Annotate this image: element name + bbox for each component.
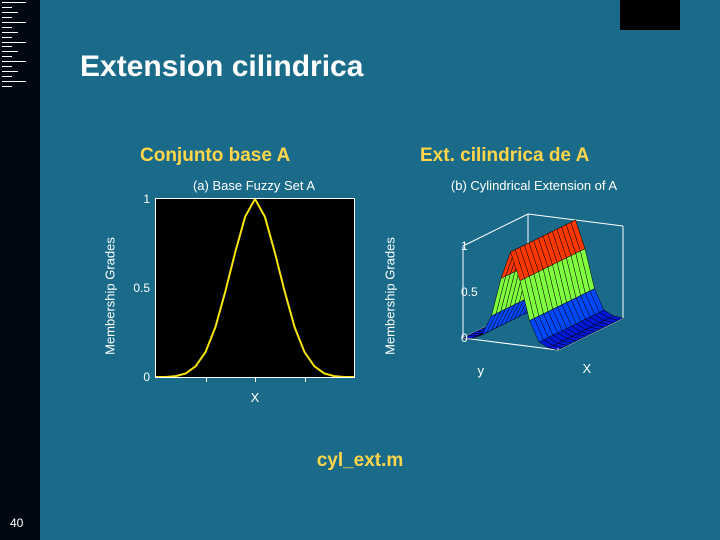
chart-a-ytick: 0	[143, 370, 156, 384]
chart-b-title: (b) Cylindrical Extension of A	[451, 178, 617, 193]
chart-b-ylabel: y	[478, 363, 485, 378]
slide: Extension cilindrica Conjunto base A Ext…	[0, 0, 720, 540]
chart-a-xlabel: X	[251, 390, 260, 405]
chart-row: Membership Grades (a) Base Fuzzy Set A X…	[100, 178, 660, 413]
slide-title: Extension cilindrica	[80, 50, 363, 84]
chart-a-ytick: 1	[143, 192, 156, 206]
chart-a-ylabel: Membership Grades	[103, 237, 118, 355]
footer-file: cyl_ext.m	[317, 450, 404, 472]
chart-a-ytick: 0.5	[133, 281, 156, 295]
chart-a-plot: X 00.51	[155, 198, 355, 378]
chart-a-title: (a) Base Fuzzy Set A	[193, 178, 315, 193]
subtitle-right: Ext. cilindrica de A	[420, 145, 589, 167]
chart-b-zlabel: Membership Grades	[383, 237, 398, 355]
chart-b-plot: 0 0.5 1 y X	[435, 198, 635, 378]
slide-number: 40	[10, 516, 23, 530]
chart-b-ztick: 0.5	[461, 285, 465, 299]
ruler-icon	[2, 2, 28, 88]
chart-b-ztick: 1	[461, 239, 465, 253]
subtitle-left: Conjunto base A	[140, 145, 290, 167]
chart-b-cell: Membership Grades (b) Cylindrical Extens…	[380, 178, 660, 413]
chart-a-cell: Membership Grades (a) Base Fuzzy Set A X…	[100, 178, 380, 413]
decor-top-box	[620, 0, 680, 30]
chart-b-ztick: 0	[461, 331, 465, 345]
chart-b-xlabel: X	[583, 361, 592, 376]
ruler-area	[0, 0, 30, 90]
